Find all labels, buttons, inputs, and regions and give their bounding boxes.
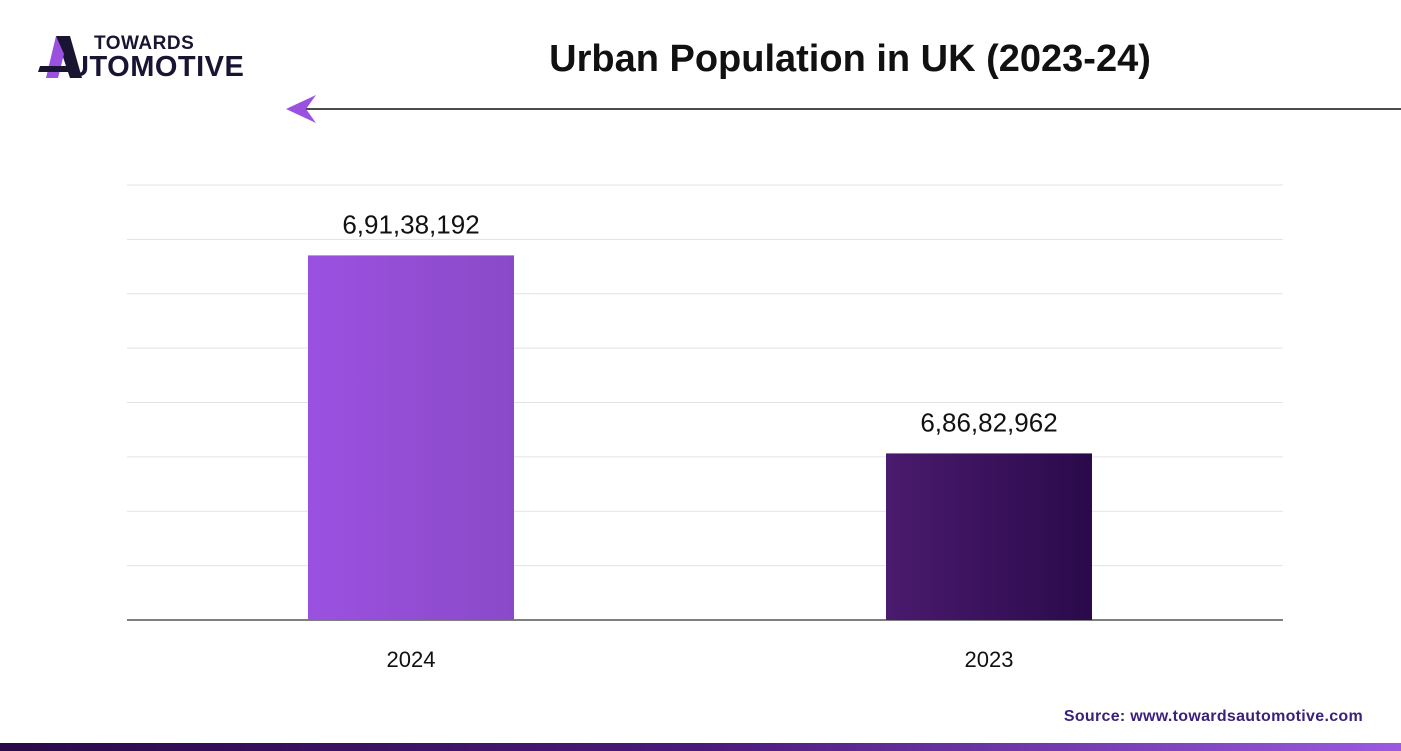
x-tick-label-2024: 2024 — [387, 647, 436, 672]
chart-title: Urban Population in UK (2023-24) — [549, 38, 1151, 80]
data-label-2024: 6,91,38,192 — [342, 209, 479, 239]
chart-labels: 6,91,38,192 2024 6,86,82,962 2023 — [342, 209, 1057, 672]
footer-bar — [0, 743, 1401, 751]
bar-chart: 6,91,38,192 2024 6,86,82,962 2023 — [127, 184, 1283, 672]
chart-gridlines — [127, 184, 1283, 621]
brand-name-bottom: UTOMOTIVE — [68, 51, 245, 83]
source-note: Source: www.towardsautomotive.com — [1063, 708, 1363, 725]
bar-2024 — [308, 255, 514, 620]
x-tick-label-2023: 2023 — [965, 647, 1014, 672]
chart-bars — [308, 255, 1092, 620]
brand-logo: TOWARDS UTOMOTIVE — [38, 32, 288, 84]
arrow-left-icon — [286, 95, 316, 123]
header-divider — [286, 95, 1401, 123]
bar-2023 — [886, 453, 1092, 620]
data-label-2023: 6,86,82,962 — [920, 407, 1057, 437]
brand-logo-icon — [38, 36, 82, 78]
brand-name-top: TOWARDS — [94, 33, 195, 54]
